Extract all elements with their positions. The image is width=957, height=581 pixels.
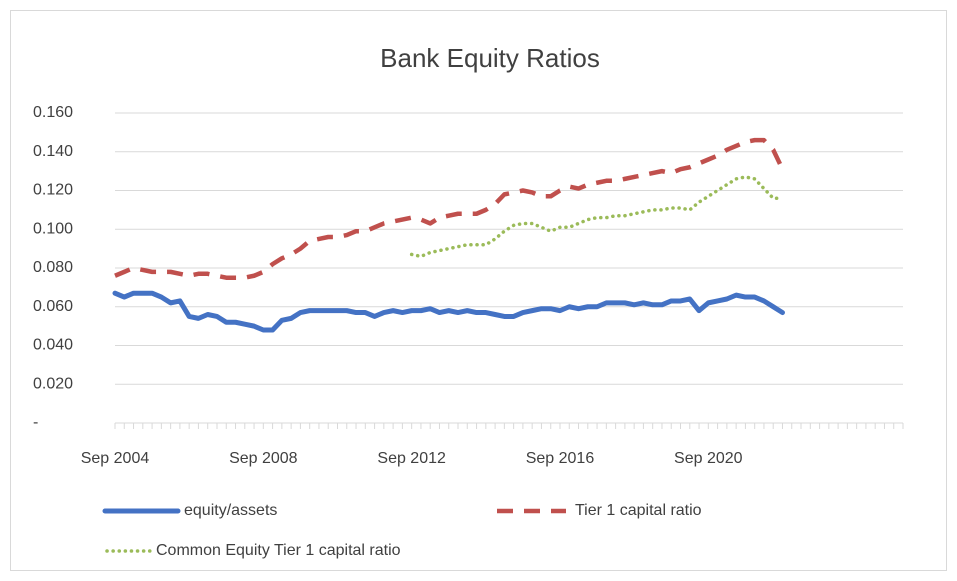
y-tick-label: 0.060 (33, 298, 73, 315)
y-tick-label: 0.120 (33, 182, 73, 199)
legend-label: Common Equity Tier 1 capital ratio (156, 542, 401, 559)
chart-border (10, 10, 947, 571)
chart-title: Bank Equity Ratios (380, 43, 600, 73)
series-line (409, 175, 785, 259)
y-tick-label: - (33, 414, 38, 431)
series-line (112, 290, 785, 333)
x-tick-label: Sep 2016 (526, 450, 595, 467)
y-tick-label: 0.160 (33, 104, 73, 121)
series-line (114, 137, 785, 280)
y-tick-label: 0.140 (33, 143, 73, 160)
x-tick-label: Sep 2012 (377, 450, 446, 467)
legend-label: equity/assets (184, 502, 277, 519)
x-tick-label: Sep 2008 (229, 450, 298, 467)
x-tick-label: Sep 2020 (674, 450, 743, 467)
x-tick-label: Sep 2004 (81, 450, 150, 467)
y-tick-label: 0.080 (33, 259, 73, 276)
y-tick-label: 0.040 (33, 337, 73, 354)
y-tick-label: 0.100 (33, 220, 73, 237)
legend-label: Tier 1 capital ratio (575, 502, 702, 519)
y-tick-label: 0.020 (33, 375, 73, 392)
